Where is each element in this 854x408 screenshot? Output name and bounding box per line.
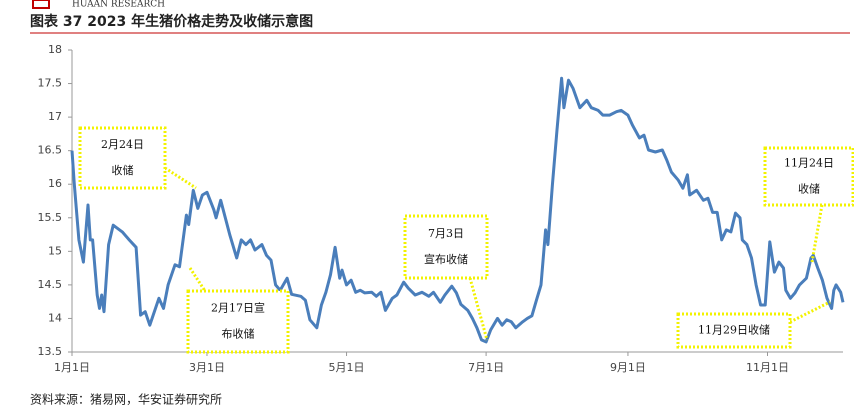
annotation-box [78, 126, 167, 190]
annotation-text: 收储 [798, 182, 820, 196]
annotation-box [403, 214, 489, 280]
y-tick-label: 18 [48, 43, 62, 56]
logo [32, 0, 50, 9]
annotation-text: 11月29日收储 [698, 323, 770, 337]
x-tick-label: 5月1日 [329, 361, 365, 374]
x-tick-label: 7月1日 [468, 361, 504, 374]
annotation-connector [468, 277, 489, 341]
annotation-connector [789, 300, 831, 324]
annotation-connector [164, 166, 197, 190]
source: 资料来源：猪易网，华安证券研究所 [30, 392, 222, 407]
y-tick-label: 14.5 [38, 278, 63, 291]
annotation-box [676, 312, 792, 349]
annotation-connector [810, 204, 824, 263]
annotation-box [763, 146, 854, 207]
annotation-box [186, 289, 290, 354]
annotation-text: 宣布收储 [424, 252, 468, 266]
annotation-text: 7月3日 [428, 227, 464, 240]
annotation-text: 收储 [112, 163, 134, 177]
x-tick-label: 1月1日 [54, 361, 90, 374]
x-tick-label: 9月1日 [610, 361, 646, 374]
annotation-text: 2月24日 [101, 138, 144, 151]
annotation-connector [188, 267, 207, 292]
chart-title: 图表 37 2023 年生猪价格走势及收储示意图 [30, 13, 313, 30]
brand: HUAAN RESEARCH [72, 0, 165, 10]
annotation-text: 2月17日宣 [211, 301, 265, 315]
x-tick-label: 3月1日 [189, 361, 225, 374]
y-tick-label: 13.5 [38, 345, 63, 358]
y-tick-label: 17 [48, 110, 62, 123]
y-tick-label: 15.5 [38, 211, 63, 224]
price-line [70, 76, 845, 344]
annotation-text: 布收储 [222, 327, 255, 341]
y-tick-label: 16 [48, 177, 62, 190]
y-tick-label: 14 [48, 311, 62, 324]
x-tick-label: 11月1日 [746, 361, 789, 374]
y-tick-label: 15 [48, 244, 62, 257]
y-tick-label: 17.5 [38, 77, 63, 90]
y-tick-label: 16.5 [38, 144, 63, 157]
annotation-text: 11月24日 [784, 157, 834, 170]
